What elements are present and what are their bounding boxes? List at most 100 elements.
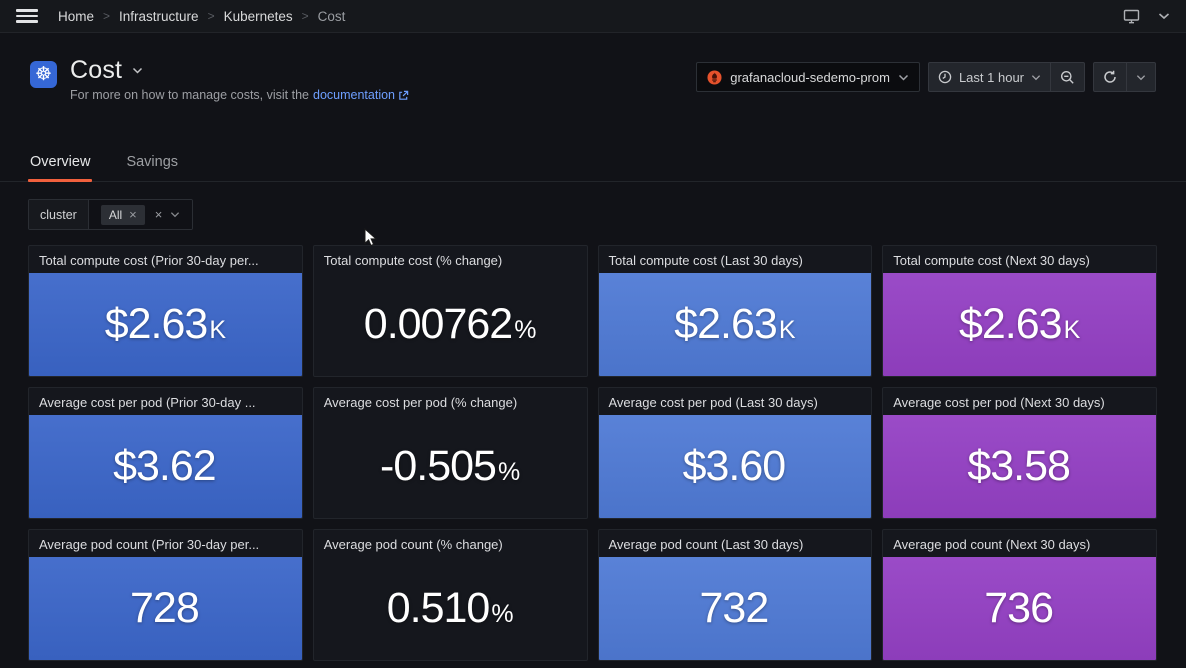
stat-suffix: % — [514, 316, 537, 344]
stat-suffix: K — [1063, 316, 1081, 344]
panel-avg-pod-count-prior: Average pod count (Prior 30-day per... 7… — [28, 529, 303, 661]
subtitle-text: For more on how to manage costs, visit t… — [70, 88, 309, 102]
panel-title[interactable]: Total compute cost (Prior 30-day per... — [39, 253, 259, 268]
cluster-filter: cluster All × × — [28, 199, 194, 230]
time-range-button[interactable]: Last 1 hour — [927, 62, 1051, 92]
menu-icon[interactable] — [16, 9, 38, 23]
stat-value: $2.63 — [674, 300, 778, 348]
stat-value-area: $2.63 K — [29, 273, 302, 376]
kiosk-monitor-icon[interactable] — [1123, 9, 1140, 24]
stat-value: 728 — [130, 584, 200, 632]
filter-chevron-icon[interactable] — [170, 211, 180, 218]
filter-clear-icon[interactable]: × — [154, 207, 163, 222]
stat-suffix: K — [209, 316, 227, 344]
tab-bar: Overview Savings — [0, 146, 1186, 182]
datasource-name: grafanacloud-sedemo-prom — [730, 69, 890, 85]
stat-value-area: 0.00762% — [314, 273, 587, 376]
stat-value-area: 736 — [883, 557, 1156, 660]
filter-chip-label: All — [108, 207, 123, 222]
stat-suffix: % — [497, 458, 521, 486]
panel-title[interactable]: Average pod count (Next 30 days) — [893, 537, 1091, 552]
panel-avg-pod-count-next: Average pod count (Next 30 days) 736 — [882, 529, 1157, 661]
stat-value-area: $3.58 — [883, 415, 1156, 518]
stat-value: 736 — [984, 584, 1054, 632]
stat-value-area: $2.63 K — [883, 273, 1156, 376]
panel-avg-cost-pod-last: Average cost per pod (Last 30 days) $3.6… — [597, 387, 873, 519]
title-chevron-down-icon[interactable] — [132, 67, 143, 74]
filter-label: cluster — [29, 200, 89, 229]
page-header: ☸ Cost For more on how to manage costs, … — [30, 56, 409, 102]
breadcrumb-separator: > — [301, 9, 309, 23]
panel-total-cost-next: Total compute cost (Next 30 days) $2.63 K — [882, 245, 1157, 377]
panel-title[interactable]: Total compute cost (Last 30 days) — [608, 253, 803, 268]
panel-title[interactable]: Average cost per pod (Prior 30-day ... — [39, 395, 256, 410]
refresh-chevron-icon — [1136, 74, 1146, 80]
tab-overview[interactable]: Overview — [28, 146, 93, 182]
time-picker-group: Last 1 hour — [927, 62, 1085, 92]
stat-value-area: $3.60 — [598, 415, 872, 518]
panel-title[interactable]: Average pod count (% change) — [323, 537, 503, 552]
breadcrumb: Home > Infrastructure > Kubernetes > Cos… — [58, 9, 345, 24]
refresh-group — [1093, 62, 1156, 92]
stat-value-area: 728 — [29, 557, 302, 660]
breadcrumb-home[interactable]: Home — [58, 8, 95, 24]
stat-value-area: 0.510% — [314, 557, 587, 660]
chevron-down-icon[interactable] — [1158, 12, 1170, 20]
stat-value: $2.63 — [104, 300, 209, 348]
prometheus-icon — [707, 69, 722, 85]
time-range-label: Last 1 hour — [958, 69, 1024, 85]
panel-total-cost-last: Total compute cost (Last 30 days) $2.63 K — [597, 245, 873, 377]
kubernetes-logo-icon: ☸ — [30, 61, 57, 88]
page-title: Cost — [70, 56, 123, 84]
stat-value: $3.58 — [967, 442, 1071, 490]
stat-suffix: K — [778, 316, 796, 344]
clock-icon — [938, 70, 952, 84]
panel-title[interactable]: Average pod count (Prior 30-day per... — [39, 537, 260, 552]
dashboard-controls: grafanacloud-sedemo-prom Last 1 hour — [696, 62, 1156, 92]
stat-value: 0.00762 — [363, 300, 513, 348]
panel-title[interactable]: Total compute cost (Next 30 days) — [893, 253, 1090, 268]
panel-title[interactable]: Total compute cost (% change) — [323, 253, 503, 268]
panel-grid: Total compute cost (Prior 30-day per... … — [28, 245, 1157, 661]
stat-value-area: $3.62 — [29, 415, 302, 518]
refresh-interval-button[interactable] — [1127, 62, 1156, 92]
chip-remove-icon[interactable]: × — [129, 207, 137, 222]
panel-title[interactable]: Average cost per pod (Next 30 days) — [893, 395, 1105, 410]
page-subtitle: For more on how to manage costs, visit t… — [70, 88, 409, 102]
panel-total-cost-prior: Total compute cost (Prior 30-day per... … — [28, 245, 303, 377]
stat-suffix: % — [491, 600, 514, 628]
breadcrumb-kubernetes[interactable]: Kubernetes — [223, 8, 293, 24]
stat-value: $2.63 — [958, 300, 1063, 348]
top-nav-bar: Home > Infrastructure > Kubernetes > Cos… — [0, 0, 1186, 33]
stat-value: -0.505 — [380, 442, 497, 490]
stat-value: $3.62 — [113, 442, 217, 490]
panel-title[interactable]: Average cost per pod (% change) — [323, 395, 518, 410]
stat-value: 732 — [699, 584, 770, 632]
datasource-chevron-icon — [898, 74, 908, 81]
stat-value: 0.510 — [386, 584, 491, 632]
breadcrumb-separator: > — [207, 9, 215, 23]
stat-value-area: 732 — [598, 557, 872, 660]
breadcrumb-separator: > — [103, 9, 111, 23]
stat-value-area: -0.505% — [314, 415, 587, 518]
panel-avg-pod-count-last: Average pod count (Last 30 days) 732 — [597, 529, 873, 661]
panel-avg-pod-count-change: Average pod count (% change) 0.510% — [312, 529, 588, 661]
stat-value: $3.60 — [682, 442, 787, 490]
documentation-link[interactable]: documentation — [313, 88, 409, 102]
external-link-icon — [399, 90, 409, 100]
datasource-picker[interactable]: grafanacloud-sedemo-prom — [696, 62, 920, 92]
zoom-out-button[interactable] — [1051, 62, 1085, 92]
time-range-chevron-icon — [1031, 74, 1041, 80]
panel-total-cost-change: Total compute cost (% change) 0.00762% — [312, 245, 588, 377]
panel-title[interactable]: Average cost per pod (Last 30 days) — [608, 395, 818, 410]
refresh-icon — [1104, 70, 1116, 83]
breadcrumb-infrastructure[interactable]: Infrastructure — [119, 8, 199, 24]
refresh-button[interactable] — [1093, 62, 1127, 92]
panel-avg-cost-pod-prior: Average cost per pod (Prior 30-day ... $… — [28, 387, 303, 519]
documentation-link-label: documentation — [313, 88, 396, 102]
tab-savings[interactable]: Savings — [126, 154, 179, 170]
breadcrumb-cost: Cost — [317, 8, 346, 24]
panel-avg-cost-pod-change: Average cost per pod (% change) -0.505% — [312, 387, 588, 519]
filter-chip-all[interactable]: All × — [100, 204, 145, 225]
panel-title[interactable]: Average pod count (Last 30 days) — [608, 537, 804, 552]
